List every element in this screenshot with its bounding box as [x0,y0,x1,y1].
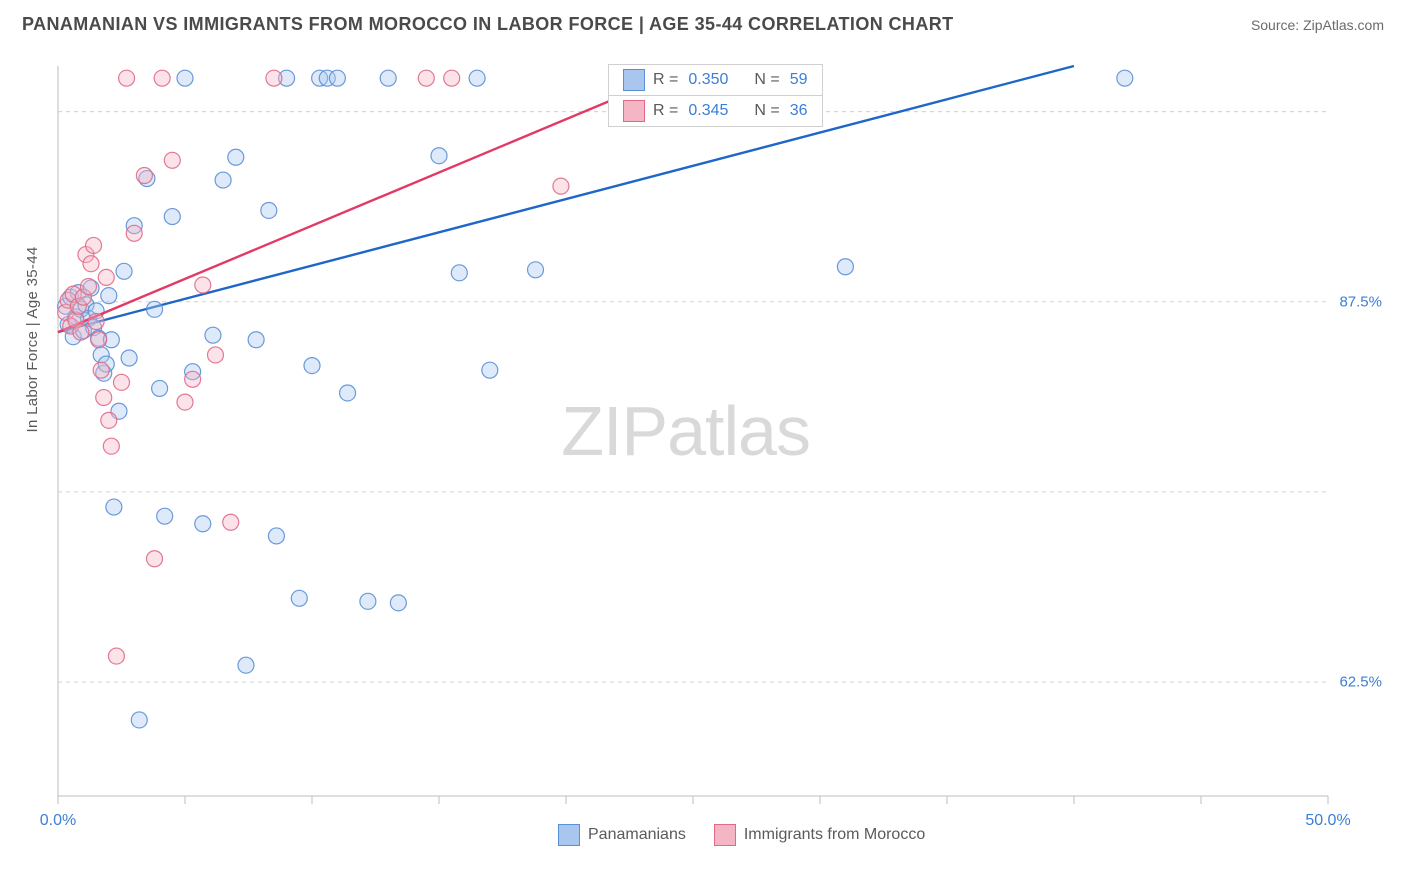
legend-swatch [714,824,736,846]
source-label: Source: ZipAtlas.com [1251,17,1384,33]
legend-row: R = 0.350 N = 59 [609,65,822,96]
series-name: Panamanians [588,826,686,844]
y-tick-label: 87.5% [1339,293,1382,310]
legend-r-label: R = [653,102,678,120]
scatter-chart [48,56,1388,826]
series-legend: Panamanians Immigrants from Morocco [558,824,925,846]
y-tick-label: 62.5% [1339,673,1382,690]
legend-r-value: 0.345 [688,102,728,120]
legend-n-label: N = [754,71,779,89]
header-row: PANAMANIAN VS IMMIGRANTS FROM MOROCCO IN… [0,0,1406,35]
series-legend-item: Panamanians [558,824,686,846]
series-name: Immigrants from Morocco [744,826,925,844]
legend-r-label: R = [653,71,678,89]
legend-row: R = 0.345 N = 36 [609,96,822,126]
x-tick-label: 50.0% [1305,812,1350,830]
series-legend-item: Immigrants from Morocco [714,824,925,846]
y-axis-label: In Labor Force | Age 35-44 [24,247,41,433]
legend-swatch [623,100,645,122]
legend-n-label: N = [754,102,779,120]
legend-r-value: 0.350 [688,71,728,89]
chart-title: PANAMANIAN VS IMMIGRANTS FROM MOROCCO IN… [22,14,954,35]
legend-swatch [623,69,645,91]
legend-swatch [558,824,580,846]
x-tick-label: 0.0% [40,812,76,830]
legend-n-value: 59 [790,71,808,89]
correlation-legend: R = 0.350 N = 59 R = 0.345 N = 36 [608,64,823,127]
legend-n-value: 36 [790,102,808,120]
plot-area: In Labor Force | Age 35-44 62.5%87.5%0.0… [48,56,1388,826]
